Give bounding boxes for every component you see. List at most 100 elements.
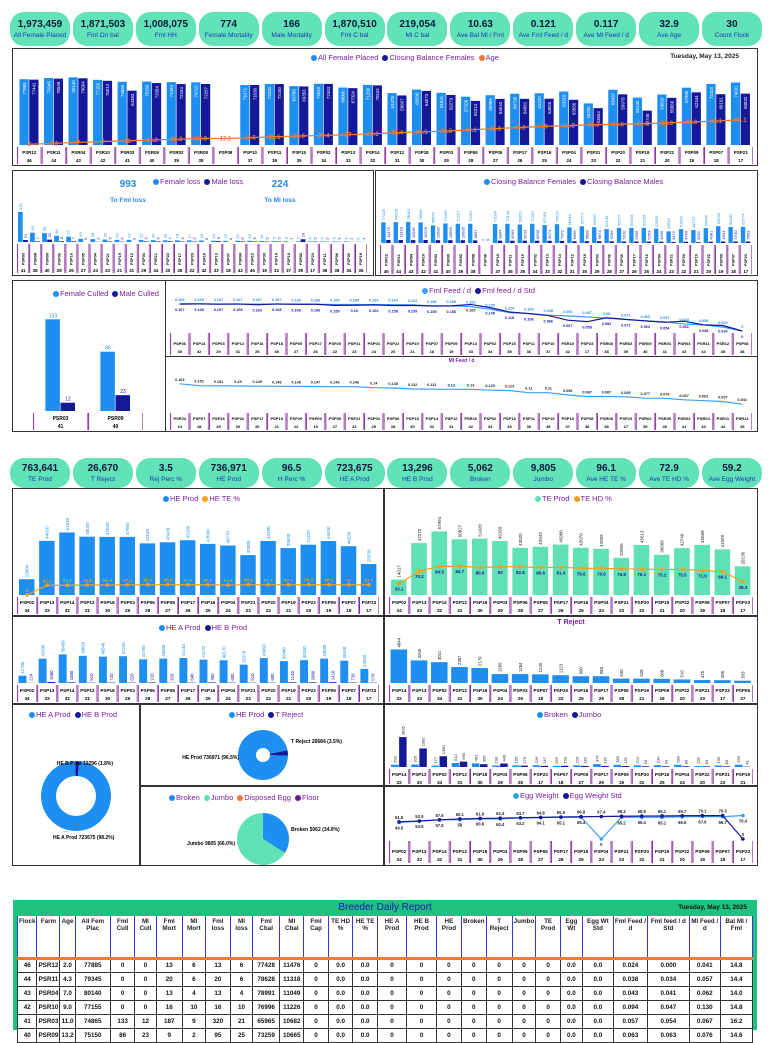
bar[interactable] (573, 676, 590, 683)
bar[interactable] (148, 682, 156, 683)
table-column-header[interactable]: Bal Ml / Fml (720, 916, 752, 958)
bar[interactable] (472, 763, 479, 767)
table-column-header[interactable]: Fml Cull (110, 916, 134, 958)
table-column-header[interactable]: Fml Cbal (253, 916, 280, 958)
legend-item[interactable]: Fml feed / d Std (475, 286, 535, 295)
bar[interactable] (235, 241, 240, 242)
line-point[interactable] (498, 565, 502, 569)
table-column-header[interactable]: TE HD % (328, 916, 353, 958)
bar[interactable] (555, 224, 559, 243)
bar[interactable] (604, 229, 608, 243)
bar[interactable] (666, 231, 670, 243)
bar[interactable] (399, 737, 406, 767)
table-column-header[interactable]: Age (60, 916, 75, 958)
table-column-header[interactable]: HE A Prod (377, 916, 406, 958)
bar[interactable] (535, 241, 539, 243)
bar[interactable] (411, 660, 428, 683)
bar[interactable] (411, 765, 418, 767)
bar[interactable] (709, 242, 713, 243)
bar[interactable] (23, 240, 28, 242)
legend-item[interactable]: TE Prod (535, 494, 570, 503)
bar[interactable] (715, 765, 722, 767)
bar[interactable] (159, 659, 167, 683)
line-point[interactable] (438, 564, 442, 568)
bar[interactable] (296, 241, 301, 242)
bar[interactable] (39, 659, 47, 683)
bar[interactable] (431, 225, 435, 243)
line-point[interactable] (458, 564, 462, 568)
bar[interactable] (629, 228, 633, 243)
bar[interactable] (108, 241, 113, 242)
bar[interactable] (580, 226, 584, 243)
bar[interactable] (240, 555, 255, 595)
bar[interactable] (518, 225, 522, 243)
bar[interactable] (671, 242, 675, 243)
bar[interactable] (71, 241, 76, 242)
bar[interactable] (139, 659, 147, 683)
bar[interactable] (530, 224, 534, 243)
line-point[interactable] (267, 583, 271, 587)
bar[interactable] (47, 240, 52, 242)
line-point[interactable] (701, 569, 705, 573)
bar[interactable] (679, 229, 683, 243)
bar[interactable] (593, 676, 610, 683)
bar[interactable] (45, 319, 60, 411)
line-point[interactable] (741, 814, 745, 818)
bar[interactable] (512, 765, 519, 767)
bar[interactable] (451, 667, 468, 683)
legend-item[interactable]: T Reject (268, 710, 303, 719)
bar[interactable] (674, 765, 681, 767)
line-point[interactable] (600, 815, 604, 819)
bar[interactable] (187, 240, 192, 242)
table-column-header[interactable]: Fml Cap (304, 916, 328, 958)
bar[interactable] (561, 766, 568, 767)
bar[interactable] (280, 661, 288, 683)
legend-item[interactable]: Male Culled (112, 289, 159, 298)
bar[interactable] (523, 241, 527, 243)
bar[interactable] (572, 241, 576, 243)
bar[interactable] (622, 766, 629, 767)
table-column-header[interactable]: TE Prod (536, 916, 561, 958)
bar[interactable] (674, 679, 691, 683)
line-point[interactable] (680, 568, 684, 572)
table-column-header[interactable]: Egg Wt Std (582, 916, 613, 958)
bar[interactable] (721, 241, 725, 243)
legend-item[interactable]: Female Culled (53, 289, 108, 298)
bar[interactable] (411, 543, 427, 595)
bar[interactable] (696, 242, 700, 243)
bar[interactable] (332, 241, 337, 242)
bar[interactable] (684, 242, 688, 243)
table-column-header[interactable]: HE TE % (353, 916, 377, 958)
bar[interactable] (431, 662, 448, 683)
bar[interactable] (394, 222, 398, 243)
bar[interactable] (431, 766, 438, 767)
bar[interactable] (452, 763, 459, 767)
bar[interactable] (140, 543, 155, 595)
bar[interactable] (716, 226, 720, 243)
bar[interactable] (443, 223, 447, 243)
bar[interactable] (702, 766, 709, 767)
bar[interactable] (642, 766, 649, 767)
bar[interactable] (468, 224, 472, 243)
table-column-header[interactable]: Fml Mort (156, 916, 182, 958)
bar[interactable] (260, 541, 275, 595)
bar[interactable] (144, 241, 149, 242)
bar[interactable] (440, 756, 447, 767)
bar[interactable] (220, 545, 235, 595)
table-column-header[interactable]: Fml loss (205, 916, 230, 958)
bar[interactable] (728, 227, 732, 243)
bar[interactable] (163, 240, 168, 242)
line-point[interactable] (106, 583, 110, 587)
line-point[interactable] (126, 583, 130, 587)
bar[interactable] (344, 241, 349, 242)
bar[interactable] (704, 228, 708, 243)
